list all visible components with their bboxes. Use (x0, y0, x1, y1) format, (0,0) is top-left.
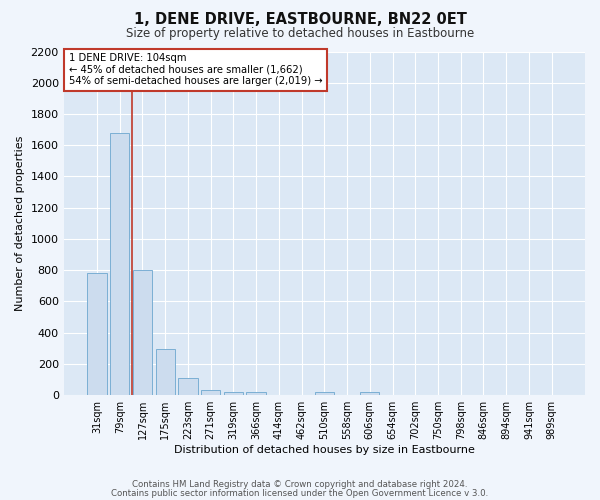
Bar (224, 392, 243, 395)
Text: 1, DENE DRIVE, EASTBOURNE, BN22 0ET: 1, DENE DRIVE, EASTBOURNE, BN22 0ET (134, 12, 466, 28)
Text: 1 DENE DRIVE: 104sqm
← 45% of detached houses are smaller (1,662)
54% of semi-de: 1 DENE DRIVE: 104sqm ← 45% of detached h… (69, 53, 323, 86)
Bar (133, 270, 152, 395)
Bar (110, 132, 130, 395)
Bar (155, 349, 175, 395)
Bar (314, 392, 334, 395)
Bar (360, 392, 379, 395)
Bar (247, 392, 266, 395)
Bar (201, 390, 220, 395)
Text: Contains public sector information licensed under the Open Government Licence v : Contains public sector information licen… (112, 489, 488, 498)
Bar (88, 274, 107, 395)
X-axis label: Distribution of detached houses by size in Eastbourne: Distribution of detached houses by size … (174, 445, 475, 455)
Y-axis label: Number of detached properties: Number of detached properties (15, 136, 25, 311)
Text: Size of property relative to detached houses in Eastbourne: Size of property relative to detached ho… (126, 28, 474, 40)
Text: Contains HM Land Registry data © Crown copyright and database right 2024.: Contains HM Land Registry data © Crown c… (132, 480, 468, 489)
Bar (178, 378, 197, 395)
